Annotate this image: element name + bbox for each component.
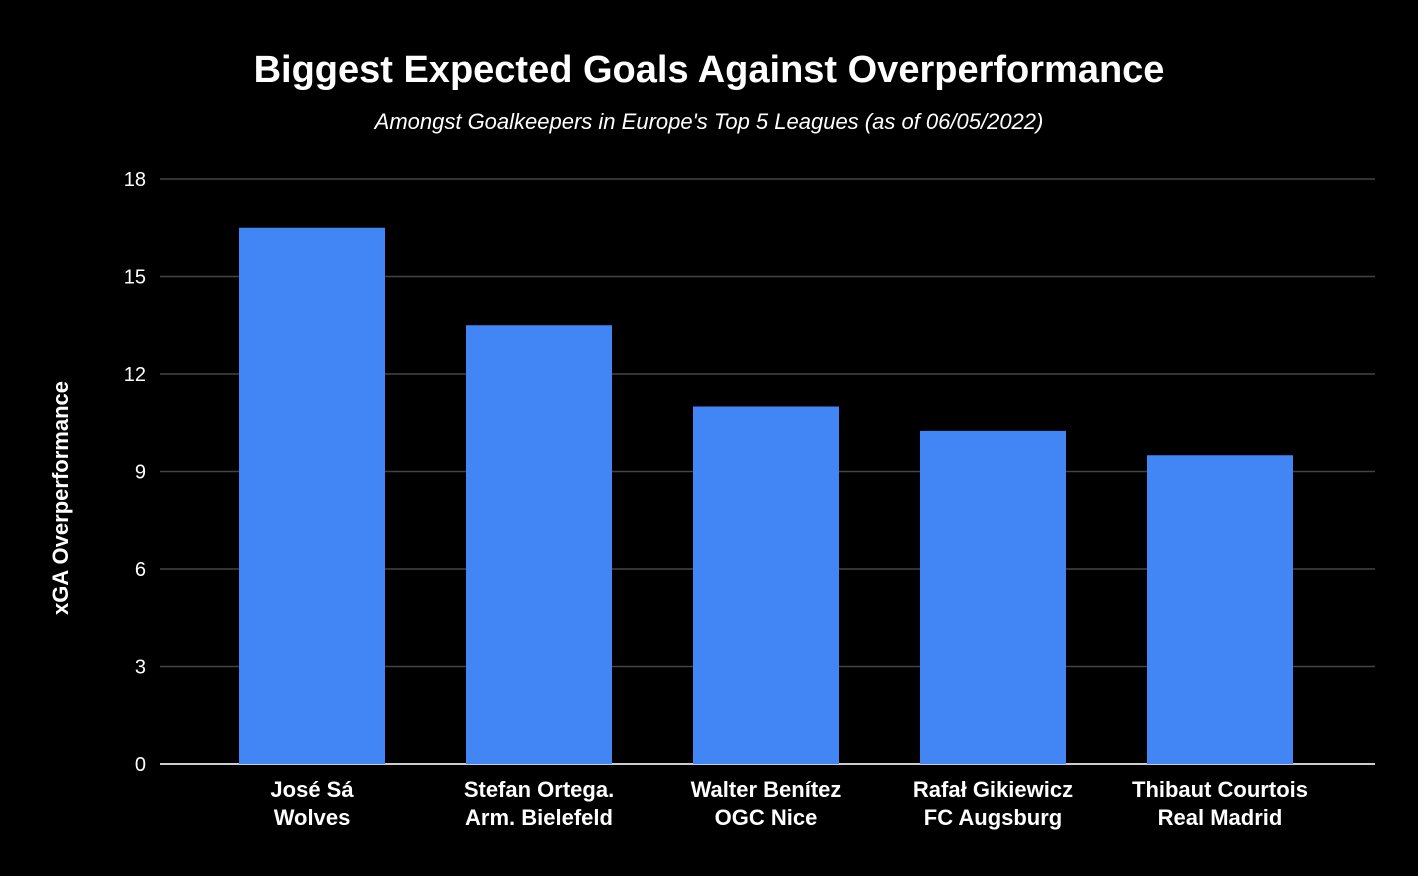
x-tick-label: Thibaut Courtois Real Madrid xyxy=(1132,777,1308,830)
x-tick-label-club: Wolves xyxy=(274,805,351,830)
x-tick-label: Walter Benítez OGC Nice xyxy=(691,777,842,830)
bars xyxy=(239,227,1293,764)
x-tick-label: José Sá Wolves xyxy=(270,777,354,830)
y-tick-label: 15 xyxy=(124,267,146,289)
y-tick-label: 0 xyxy=(135,754,146,776)
chart-subtitle: Amongst Goalkeepers in Europe's Top 5 Le… xyxy=(373,109,1044,134)
x-tick-label-player: Rafał Gikiewicz xyxy=(913,777,1073,802)
x-tick-label-player: José Sá xyxy=(270,777,354,802)
x-tick-label-club: Real Madrid xyxy=(1158,805,1283,830)
chart-title: Biggest Expected Goals Against Overperfo… xyxy=(254,49,1165,91)
y-axis-label: xGA Overperformance xyxy=(48,381,73,615)
x-tick-label-club: OGC Nice xyxy=(715,805,818,830)
bar xyxy=(693,406,839,764)
y-tick-label: 3 xyxy=(135,657,146,679)
bar xyxy=(1147,455,1293,764)
x-tick-label-player: Walter Benítez xyxy=(691,777,842,802)
y-tick-label: 9 xyxy=(135,462,146,484)
x-tick-label-player: Thibaut Courtois xyxy=(1132,777,1308,802)
x-tick-label: Stefan Ortega. Arm. Bielefeld xyxy=(464,777,614,830)
bar xyxy=(920,430,1066,764)
y-tick-label: 12 xyxy=(124,364,146,386)
x-axis-ticks: José Sá Wolves Stefan Ortega. Arm. Bielefel… xyxy=(270,777,1308,830)
y-axis-ticks: 0 3 6 9 12 15 18 xyxy=(124,169,146,776)
bar xyxy=(239,227,385,764)
x-tick-label-club: Arm. Bielefeld xyxy=(465,805,613,830)
x-tick-label-club: FC Augsburg xyxy=(924,805,1063,830)
x-tick-label: Rafał Gikiewicz FC Augsburg xyxy=(913,777,1073,830)
y-tick-label: 6 xyxy=(135,559,146,581)
bar xyxy=(466,325,612,764)
y-tick-label: 18 xyxy=(124,169,146,191)
x-tick-label-player: Stefan Ortega. xyxy=(464,777,614,802)
